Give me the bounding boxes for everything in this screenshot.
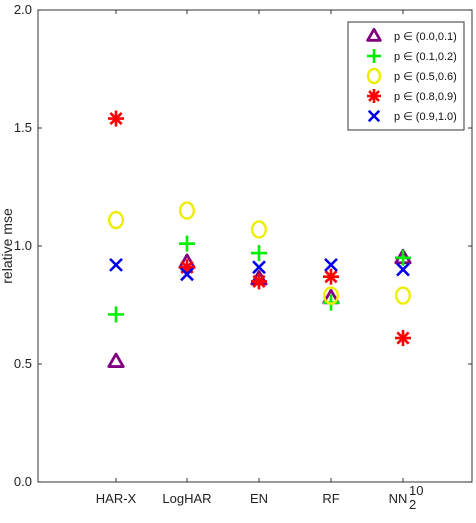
asterisk-marker-arm: [252, 274, 266, 288]
data-point-x: [324, 257, 338, 272]
data-point-asterisk: [108, 110, 124, 127]
y-tick-label: 0.0: [14, 474, 32, 489]
triangle-marker: [366, 27, 382, 42]
x-tick-label: RF: [322, 491, 339, 506]
data-point-circle: [323, 286, 340, 305]
x-marker-b: [396, 262, 410, 277]
data-point-asterisk: [251, 273, 267, 290]
x-marker-b: [252, 260, 266, 275]
data-point-triangle: [107, 352, 125, 368]
legend: p ∈ (0.0,0.1) p ∈ (0.1,0.2) p ∈ (0.5,0.6) p…: [347, 21, 465, 131]
legend-label: p ∈ (0.0,0.1): [394, 31, 457, 43]
circle-marker: [366, 67, 382, 85]
x-marker-b: [109, 257, 123, 272]
y-tick-label: 1.0: [14, 238, 32, 253]
x-marker-b: [324, 257, 338, 272]
series-x: [109, 257, 410, 282]
data-point-plus: [251, 245, 267, 262]
data-point-x: [180, 267, 194, 282]
x-tick-label: EN: [250, 491, 268, 506]
data-point-plus: [108, 306, 124, 323]
asterisk-marker-arm: [368, 90, 380, 102]
legend-label: p ∈ (0.1,0.2): [394, 51, 457, 63]
legend-item: p ∈ (0.1,0.2): [367, 49, 457, 63]
x-tick-label-subscript: 2: [409, 497, 416, 512]
legend-label: p ∈ (0.5,0.6): [394, 71, 457, 83]
circle-marker: [107, 210, 124, 230]
data-point-plus: [395, 249, 411, 266]
data-point-circle: [107, 210, 124, 230]
series-circle: [107, 201, 412, 305]
legend-label: p ∈ (0.9,1.0): [394, 111, 457, 123]
y-tick-label: 1.5: [14, 120, 32, 135]
circle-marker: [178, 201, 195, 220]
data-point-circle: [178, 201, 195, 220]
y-tick-label: 2.0: [14, 2, 32, 17]
data-point-x: [252, 260, 266, 275]
x-marker-b: [180, 267, 194, 282]
x-tick-label-superscript: 10: [409, 483, 423, 498]
data-point-x: [396, 262, 410, 277]
y-axis-title: relative mse: [0, 208, 15, 284]
legend-item: p ∈ (0.9,1.0): [367, 109, 457, 123]
data-point-circle: [250, 220, 267, 239]
data-point-plus: [179, 235, 195, 252]
legend-label: p ∈ (0.8,0.9): [394, 91, 457, 103]
data-point-x: [109, 257, 123, 272]
legend-item: p ∈ (0.0,0.1): [366, 27, 457, 43]
data-point-asterisk: [323, 268, 339, 285]
y-tick-label: 0.5: [14, 356, 32, 371]
triangle-marker: [107, 352, 125, 368]
x-tick-label: NN: [389, 491, 408, 506]
data-point-asterisk: [395, 330, 411, 347]
x-tick-label: HAR-X: [96, 491, 137, 506]
circle-marker: [323, 286, 340, 305]
data-point-circle: [395, 286, 412, 305]
asterisk-marker-arm: [109, 111, 123, 126]
series-plus: [108, 235, 411, 323]
asterisk-marker-arm: [324, 270, 338, 284]
chart-marks: [107, 110, 412, 368]
x-tick-label: LogHAR: [162, 491, 211, 506]
asterisk-marker-arm: [396, 331, 410, 345]
circle-marker: [250, 220, 267, 239]
legend-item: p ∈ (0.5,0.6): [366, 67, 457, 85]
x-marker-b: [367, 109, 381, 123]
circle-marker: [395, 286, 412, 305]
legend-item: p ∈ (0.8,0.9): [367, 89, 457, 103]
y-axis: 0.0 0.5 1.0 1.5 2.0: [14, 2, 472, 489]
